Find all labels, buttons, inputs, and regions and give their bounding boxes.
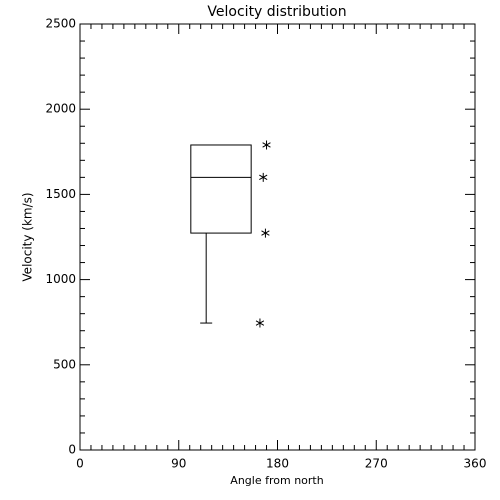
x-tick-label: 360: [464, 457, 487, 471]
y-tick-label: 1000: [45, 272, 76, 286]
outlier-point: [255, 318, 265, 328]
y-tick-label: 2500: [45, 17, 76, 31]
y-axis-label: Velocity (km/s): [21, 192, 35, 281]
x-tick-label: 90: [171, 457, 186, 471]
outlier-point: [262, 140, 271, 150]
x-axis-label: Angle from north: [230, 474, 323, 487]
box: [190, 144, 252, 234]
x-tick-label: 270: [365, 457, 388, 471]
chart-title: Velocity distribution: [207, 4, 346, 20]
outlier-point: [259, 172, 268, 182]
y-tick-label: 1500: [45, 187, 76, 201]
x-tick-label: 0: [76, 457, 84, 471]
x-tick-label: 180: [266, 457, 289, 471]
y-tick-label: 0: [68, 443, 76, 457]
outlier-point: [261, 228, 270, 238]
y-tick-label: 500: [53, 357, 76, 371]
plot-frame: [79, 23, 476, 451]
y-tick-label: 2000: [45, 102, 76, 116]
